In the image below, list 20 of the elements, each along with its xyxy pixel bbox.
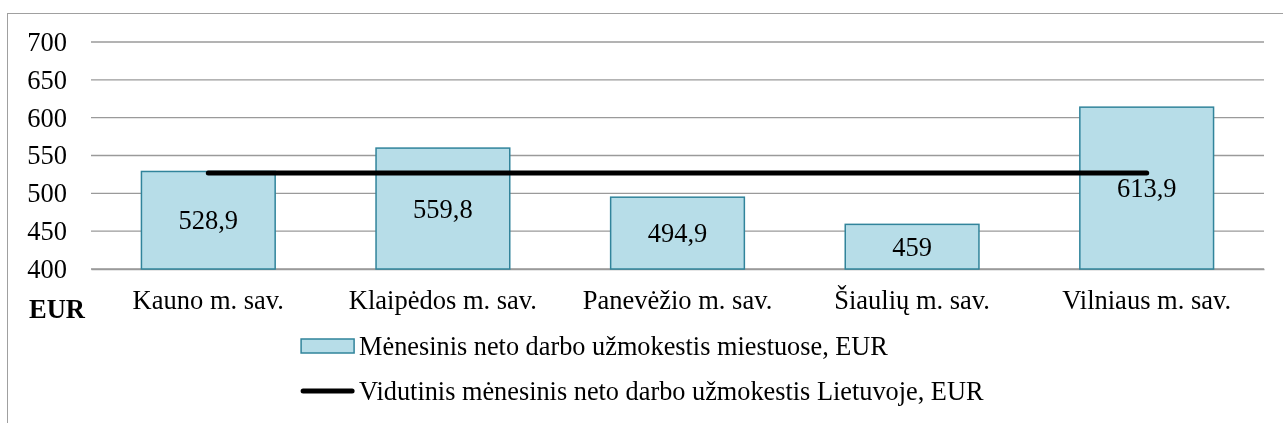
y-tick-label: 550 (27, 140, 67, 171)
x-tick-label: Šiaulių m. sav. (834, 285, 991, 315)
data-label: 613,9 (1116, 173, 1177, 204)
y-tick-label: 650 (27, 64, 67, 95)
y-tick-label: 700 (27, 26, 67, 57)
y-tick-label: 400 (27, 253, 67, 284)
data-label: 494,9 (647, 218, 708, 249)
y-axis-title: EUR (29, 294, 86, 324)
data-label: 459 (892, 231, 932, 262)
y-tick-label: 450 (27, 216, 67, 247)
data-label: 528,9 (178, 205, 239, 236)
data-label: 559,8 (413, 193, 473, 224)
legend-label: Mėnesinis neto darbo užmokestis miestuose, EUR (359, 331, 889, 361)
x-tick-label: Vilniaus m. sav. (1062, 285, 1232, 315)
x-tick-label: Klaipėdos m. sav. (348, 285, 537, 315)
x-tick-label: Panevėžio m. sav. (582, 285, 773, 315)
y-tick-label: 600 (27, 102, 67, 133)
y-tick-label: 500 (27, 178, 67, 209)
legend-label: Vidutinis mėnesinis neto darbo užmokestis Lietuvoje, EUR (359, 376, 984, 406)
x-tick-label: Kauno m. sav. (132, 285, 284, 315)
